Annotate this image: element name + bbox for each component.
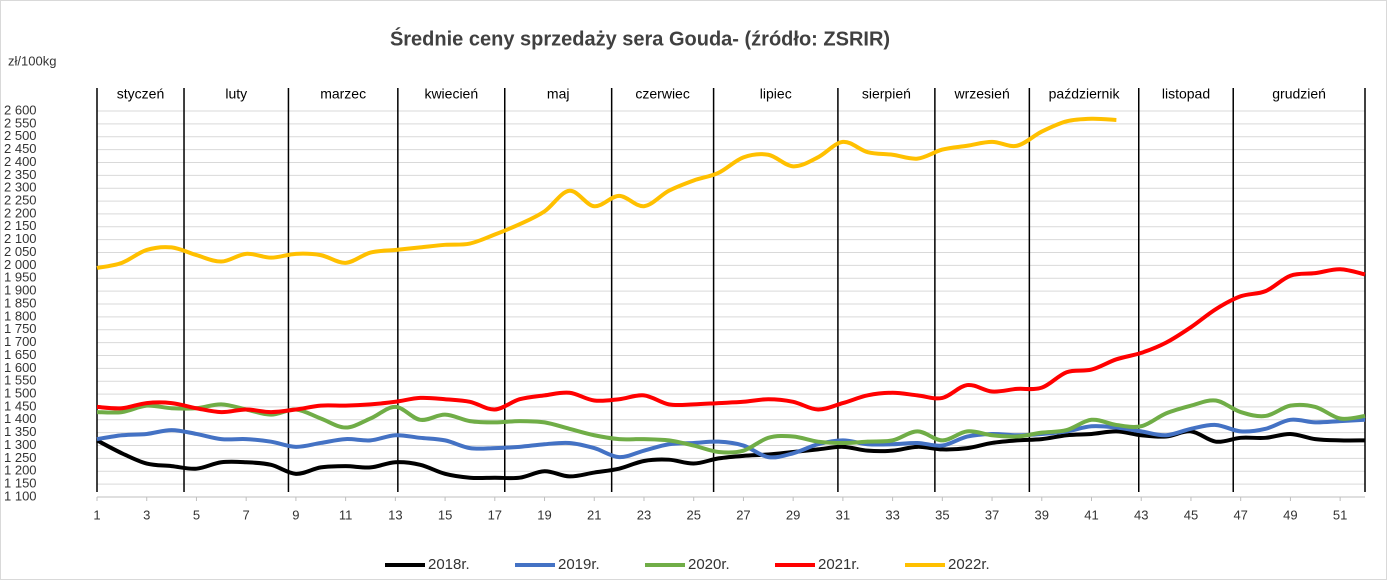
y-tick-label: 2 150 (4, 218, 37, 233)
y-tick-label: 1 950 (4, 270, 37, 285)
x-tick-label: 21 (587, 507, 601, 522)
y-tick-label: 1 300 (4, 437, 37, 452)
x-tick-label: 9 (292, 507, 299, 522)
y-tick-label: 2 000 (4, 257, 37, 272)
y-tick-label: 1 650 (4, 347, 37, 362)
x-tick-label: 49 (1283, 507, 1297, 522)
x-tick-label: 39 (1035, 507, 1049, 522)
y-tick-label: 1 450 (4, 398, 37, 413)
y-tick-label: 2 050 (4, 244, 37, 259)
x-tick-label: 45 (1184, 507, 1198, 522)
y-tick-label: 1 500 (4, 386, 37, 401)
y-tick-label: 1 900 (4, 283, 37, 298)
y-tick-label: 1 700 (4, 334, 37, 349)
x-tick-label: 25 (686, 507, 700, 522)
y-tick-label: 1 200 (4, 463, 37, 478)
series-line (96, 429, 1366, 481)
y-tick-label: 2 500 (4, 128, 37, 143)
y-tick-label: 2 350 (4, 167, 37, 182)
x-tick-label: 51 (1333, 507, 1347, 522)
series-line (96, 116, 1117, 270)
series-line (96, 417, 1366, 460)
month-label: styczeń (117, 86, 164, 102)
month-label: maj (547, 86, 570, 102)
y-tick-label: 2 600 (4, 102, 37, 117)
y-tick-label: 1 750 (4, 321, 37, 336)
y-tick-label: 2 200 (4, 205, 37, 220)
y-tick-label: 2 550 (4, 115, 37, 130)
x-tick-label: 5 (193, 507, 200, 522)
x-tick-label: 33 (885, 507, 899, 522)
y-tick-label: 2 250 (4, 193, 37, 208)
y-tick-label: 1 150 (4, 476, 37, 491)
month-label: wrzesień (953, 86, 1009, 102)
y-tick-label: 1 800 (4, 308, 37, 323)
month-label: luty (225, 86, 247, 102)
x-tick-label: 11 (339, 507, 353, 522)
y-tick-label: 1 100 (4, 488, 37, 503)
x-tick-label: 23 (637, 507, 651, 522)
y-tick-label: 1 550 (4, 373, 37, 388)
x-tick-label: 37 (985, 507, 999, 522)
legend-label: 2018r. (428, 556, 470, 573)
x-tick-label: 17 (488, 507, 502, 522)
x-tick-label: 43 (1134, 507, 1148, 522)
x-tick-label: 13 (388, 507, 402, 522)
y-tick-label: 1 350 (4, 424, 37, 439)
legend-label: 2020r. (688, 556, 730, 573)
y-tick-label: 1 600 (4, 360, 37, 375)
legend-label: 2022r. (948, 556, 990, 573)
y-tick-label: 2 100 (4, 231, 37, 246)
y-tick-label: 2 300 (4, 180, 37, 195)
y-tick-label: 2 450 (4, 141, 37, 156)
y-axis-label: zł/100kg (8, 53, 56, 68)
legend-label: 2021r. (818, 556, 860, 573)
x-tick-label: 41 (1084, 507, 1098, 522)
y-tick-label: 1 400 (4, 411, 37, 426)
x-tick-label: 7 (243, 507, 250, 522)
month-label: październik (1049, 86, 1121, 102)
y-tick-label: 1 250 (4, 450, 37, 465)
x-tick-label: 15 (438, 507, 452, 522)
y-tick-label: 1 850 (4, 295, 37, 310)
month-label: kwiecień (424, 86, 478, 102)
legend-label: 2019r. (558, 556, 600, 573)
month-label: sierpień (862, 86, 911, 102)
series-line (96, 267, 1366, 415)
x-tick-label: 3 (143, 507, 150, 522)
x-tick-label: 27 (736, 507, 750, 522)
month-label: lipiec (760, 86, 792, 102)
series-line (96, 398, 1366, 455)
y-tick-label: 2 400 (4, 154, 37, 169)
month-label: listopad (1162, 86, 1210, 102)
x-tick-label: 35 (935, 507, 949, 522)
x-tick-label: 1 (93, 507, 100, 522)
month-label: marzec (320, 86, 366, 102)
x-tick-label: 19 (537, 507, 551, 522)
x-tick-label: 47 (1233, 507, 1247, 522)
x-tick-label: 29 (786, 507, 800, 522)
month-label: czerwiec (635, 86, 689, 102)
month-label: grudzień (1272, 86, 1326, 102)
chart-title: Średnie ceny sprzedaży sera Gouda- (źród… (390, 26, 890, 50)
x-tick-label: 31 (836, 507, 850, 522)
